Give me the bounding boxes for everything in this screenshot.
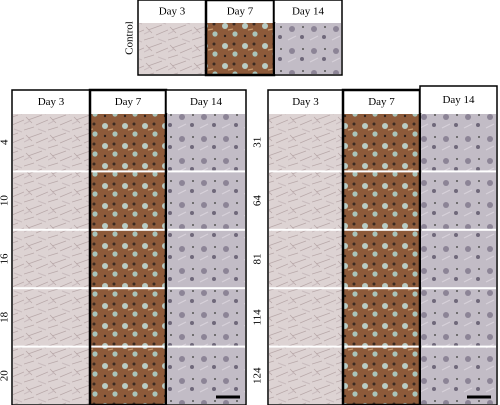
row-label: 31 xyxy=(252,137,264,148)
micrograph xyxy=(207,23,273,74)
column-header: Day 7 xyxy=(368,96,395,108)
micrograph xyxy=(91,347,165,404)
column-header-cell xyxy=(206,0,274,22)
column-frame xyxy=(165,89,247,405)
micrograph xyxy=(13,347,89,404)
column-header-cell xyxy=(12,90,90,113)
column-frame xyxy=(273,0,343,76)
column-frame xyxy=(419,85,498,405)
column-header-cell xyxy=(166,90,246,113)
column-header-cell xyxy=(138,0,206,22)
micrograph xyxy=(13,114,89,171)
micrograph xyxy=(13,172,89,229)
micrograph xyxy=(421,172,496,229)
column-header: Day 14 xyxy=(442,94,475,106)
row-label: 64 xyxy=(252,195,264,207)
column-header: Day 7 xyxy=(227,6,254,18)
micrograph xyxy=(421,230,496,288)
column-header: Day 3 xyxy=(292,96,319,108)
row-label: 10 xyxy=(0,195,11,207)
micrograph xyxy=(344,172,419,229)
micrograph xyxy=(269,230,342,288)
row-label: Control xyxy=(124,21,136,55)
micrograph xyxy=(269,172,342,229)
row-label: 16 xyxy=(0,253,11,265)
micrograph xyxy=(91,172,165,229)
micrograph xyxy=(421,114,496,171)
column-header-cell xyxy=(420,86,497,113)
column-header: Day 3 xyxy=(38,96,65,108)
row-label: 4 xyxy=(0,139,11,145)
micrograph xyxy=(139,23,205,74)
micrograph xyxy=(269,347,342,404)
micrograph xyxy=(344,230,419,288)
micrograph xyxy=(13,289,89,346)
micrograph xyxy=(269,114,342,171)
micrograph xyxy=(421,289,496,346)
micrograph xyxy=(344,289,419,346)
column-header: Day 3 xyxy=(159,6,186,18)
micrograph xyxy=(167,347,245,404)
column-header: Day 14 xyxy=(292,6,325,18)
row-label: 81 xyxy=(252,254,264,265)
micrograph xyxy=(421,347,496,404)
row-label: 114 xyxy=(252,309,264,326)
column-header-cell xyxy=(90,90,166,113)
column-header-cell xyxy=(268,90,343,113)
micrograph xyxy=(91,289,165,346)
micrograph xyxy=(91,114,165,171)
micrograph xyxy=(167,230,245,288)
row-label: 20 xyxy=(0,370,11,382)
column-header: Day 7 xyxy=(115,96,142,108)
micrograph xyxy=(269,289,342,346)
micrograph xyxy=(167,114,245,171)
column-header-cell xyxy=(274,0,342,22)
micrograph xyxy=(344,347,419,404)
micrograph xyxy=(167,172,245,229)
micrograph xyxy=(167,289,245,346)
micrograph xyxy=(344,114,419,171)
micrograph xyxy=(91,230,165,288)
column-header-cell xyxy=(343,90,420,113)
column-header: Day 14 xyxy=(190,96,223,108)
row-label: 18 xyxy=(0,311,11,323)
micrograph xyxy=(275,23,341,74)
micrograph xyxy=(13,230,89,288)
row-label: 124 xyxy=(252,367,264,384)
